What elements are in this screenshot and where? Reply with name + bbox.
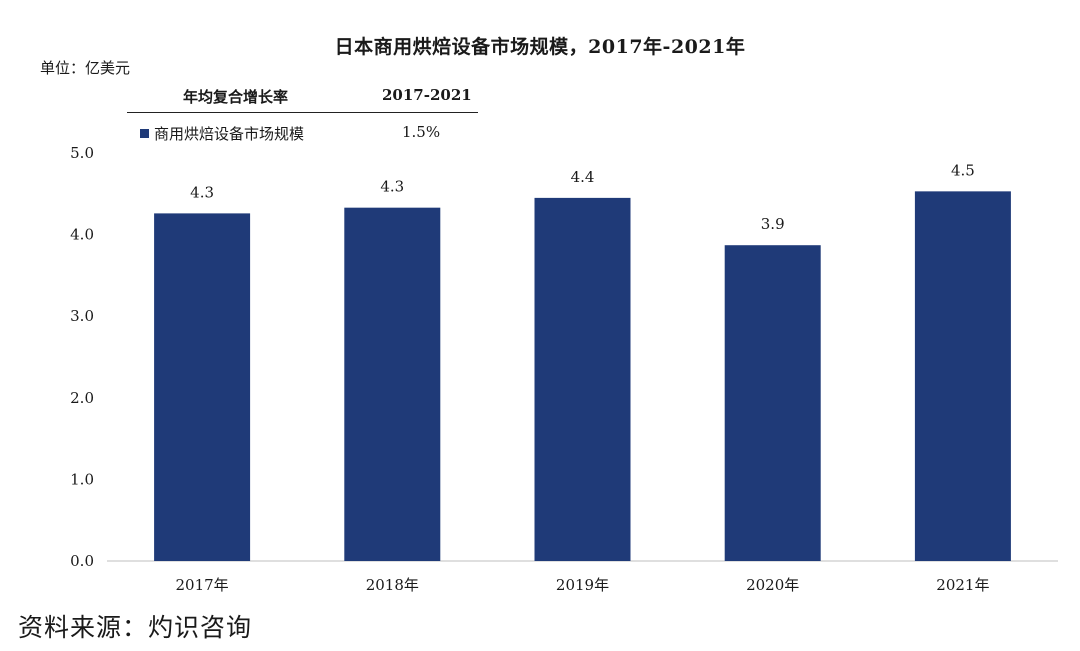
data-label: 3.9 <box>761 215 785 233</box>
chart-title: 日本商用烘焙设备市场规模，2017年-2021年 <box>334 36 746 58</box>
cagr-header-label: 年均复合增长率 <box>183 88 289 106</box>
legend-label: 商用烘焙设备市场规模 <box>154 125 305 143</box>
legend: 商用烘焙设备市场规模 <box>140 123 304 144</box>
y-tick-label: 3.0 <box>70 307 94 325</box>
bar <box>534 197 631 561</box>
cagr-header-period: 2017-2021 <box>382 86 472 104</box>
x-tick-label: 2019年 <box>556 576 609 594</box>
x-tick-label: 2018年 <box>366 576 419 594</box>
cagr-value: 1.5% <box>402 123 441 141</box>
x-tick-label: 2017年 <box>176 576 229 594</box>
y-tick-label: 1.0 <box>70 470 94 488</box>
x-tick-label: 2020年 <box>746 576 799 594</box>
y-tick-label: 5.0 <box>70 144 94 162</box>
y-tick-label: 0.0 <box>70 552 94 570</box>
bar <box>914 191 1011 562</box>
x-tick-label: 2021年 <box>936 576 989 594</box>
bar <box>154 213 251 561</box>
legend-swatch <box>140 129 149 138</box>
data-label: 4.3 <box>380 178 404 196</box>
data-label: 4.3 <box>190 183 214 201</box>
y-tick-label: 4.0 <box>70 226 94 244</box>
bar <box>724 245 821 561</box>
data-label: 4.4 <box>571 168 595 186</box>
source-note: 资料来源：灼识咨询 <box>18 613 253 642</box>
data-label: 4.5 <box>951 161 975 179</box>
cagr-table-divider <box>127 112 478 113</box>
bar <box>344 207 441 561</box>
unit-label: 单位：亿美元 <box>40 59 131 77</box>
y-tick-label: 2.0 <box>70 389 94 407</box>
